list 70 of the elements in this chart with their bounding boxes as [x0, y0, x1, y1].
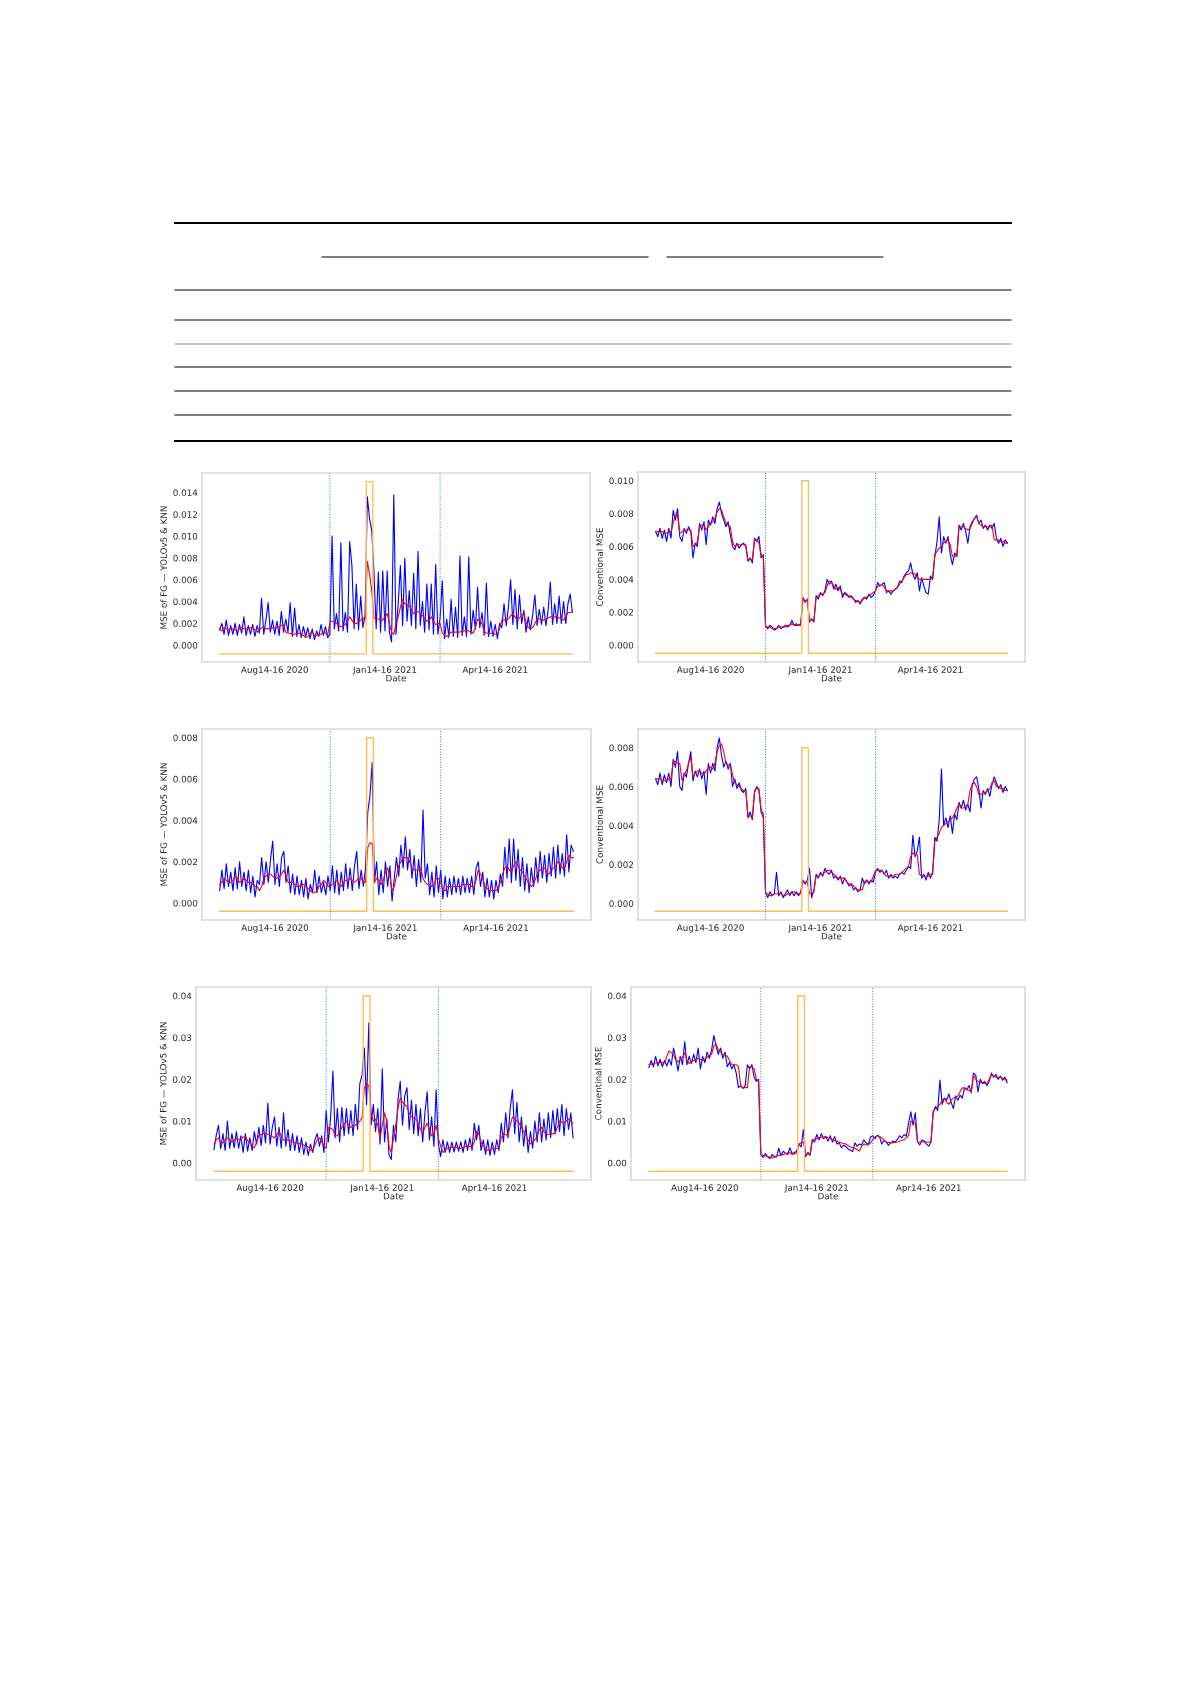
x-tick-label: Apr14-16 2021 [463, 924, 528, 933]
y-tick-label: 0.04 [607, 992, 627, 1000]
x-tick-label: Aug14-16 2020 [241, 924, 309, 933]
y-tick-label: 0.006 [173, 576, 198, 584]
x-axis-title: Date [821, 674, 842, 682]
x-tick-label: Aug14-16 2020 [671, 1184, 739, 1193]
y-tick-label: 0.006 [609, 783, 634, 791]
x-tick-label: Apr14-16 2021 [897, 666, 963, 675]
y-tick-label: 0.01 [607, 1117, 627, 1125]
y-axis-title: MSE of FG — YOLOv5 & KNN [159, 1022, 167, 1145]
x-tick-label: Aug14-16 2020 [241, 666, 308, 675]
x-tick-label: Aug14-16 2020 [676, 924, 744, 933]
y-tick-label: 0.002 [609, 609, 633, 616]
y-tick-label: 0.006 [173, 775, 198, 783]
y-tick-label: 0.000 [609, 900, 634, 907]
x-tick-label: Apr14-16 2021 [896, 1184, 961, 1193]
y-tick-label: 0.04 [172, 992, 192, 1000]
y-tick-label: 0.004 [609, 822, 634, 830]
y-tick-label: 0.03 [172, 1034, 192, 1041]
y-tick-label: 0.006 [609, 543, 634, 550]
y-tick-label: 0.000 [173, 899, 198, 907]
y-tick-label: 0.002 [609, 861, 633, 868]
y-tick-label: 0.002 [173, 620, 197, 627]
x-axis-title: Date [386, 932, 407, 940]
y-tick-label: 0.01 [172, 1117, 192, 1125]
y-axis-title: MSE of FG — YOLOv5 & KNN [160, 763, 167, 886]
y-tick-label: 0.010 [173, 532, 198, 540]
x-tick-label: Apr14-16 2021 [462, 666, 528, 675]
y-tick-label: 0.008 [173, 554, 198, 562]
y-tick-label: 0.000 [173, 642, 198, 649]
line-series [219, 560, 573, 639]
y-tick-label: 0.014 [173, 489, 198, 496]
x-axis-title: Date [383, 1192, 404, 1200]
y-tick-label: 0.008 [609, 510, 634, 518]
y-tick-label: 0.000 [609, 641, 634, 649]
y-tick-label: 0.00 [172, 1159, 192, 1167]
x-tick-label: Jan14-16 2021 [788, 666, 852, 675]
x-tick-label: Aug14-16 2020 [676, 666, 744, 675]
y-tick-label: 0.012 [173, 511, 197, 518]
y-tick-label: 0.004 [609, 576, 634, 583]
y-tick-label: 0.010 [609, 477, 634, 485]
y-tick-label: 0.008 [609, 744, 634, 752]
line-series [213, 1082, 574, 1153]
y-axis-title: Conventinal MSE [594, 1047, 602, 1120]
x-tick-label: Apr14-16 2021 [461, 1184, 527, 1193]
x-tick-label: Jan14-16 2021 [349, 1184, 414, 1193]
y-axis-title: Conventional MSE [596, 785, 603, 864]
y-tick-label: 0.008 [173, 734, 198, 742]
x-tick-label: Jan14-16 2021 [352, 666, 417, 675]
line-series [213, 1022, 574, 1161]
y-axis-title: MSE of FG — YOLOv5 & KNN [160, 506, 167, 629]
y-tick-label: 0.02 [607, 1076, 626, 1083]
x-tick-label: Jan14-16 2021 [784, 1184, 848, 1193]
y-tick-label: 0.00 [607, 1159, 627, 1167]
x-axis-title: Date [821, 932, 842, 940]
line-series [219, 494, 573, 643]
x-axis-title: Date [386, 674, 406, 682]
line-series [219, 761, 574, 902]
line-series [219, 842, 574, 894]
x-tick-label: Apr14-16 2021 [897, 924, 963, 933]
x-axis-title: Date [818, 1192, 838, 1200]
y-tick-label: 0.02 [172, 1076, 191, 1083]
y-tick-label: 0.03 [607, 1034, 627, 1041]
y-axis-title: Conventional MSE [596, 528, 603, 607]
y-tick-label: 0.004 [173, 817, 198, 824]
y-tick-label: 0.004 [173, 598, 198, 606]
x-tick-label: Jan14-16 2021 [353, 924, 417, 933]
x-tick-label: Jan14-16 2021 [788, 924, 852, 933]
x-tick-label: Aug14-16 2020 [236, 1184, 304, 1193]
y-tick-label: 0.002 [173, 858, 197, 866]
